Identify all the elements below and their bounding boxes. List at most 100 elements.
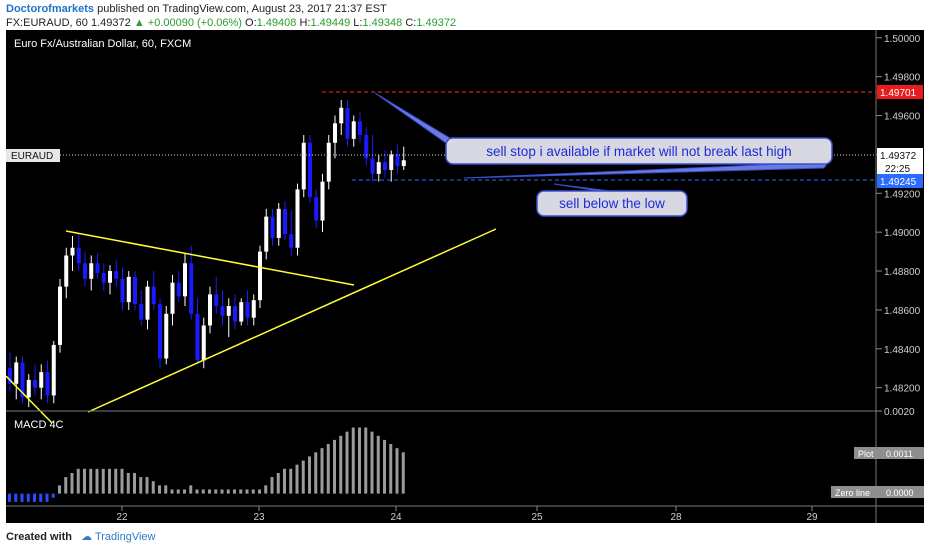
symbol-info: FX:EURAUD, 60 1.49372 ▲ +0.00090 (+0.06%… <box>6 17 456 29</box>
candle-body <box>314 197 319 221</box>
y-tick-label: 1.49000 <box>884 228 921 239</box>
macd-bar <box>376 435 380 494</box>
candle <box>389 150 394 182</box>
candle-body <box>208 294 212 326</box>
y-tick-label: 1.48800 <box>884 267 921 278</box>
footer: Created with ☁ TradingView <box>6 530 155 543</box>
macd-bar <box>70 472 74 494</box>
note-sell-below[interactable]: sell below the low <box>536 190 688 217</box>
high-value: 1.49449 <box>310 17 351 29</box>
y-tick-label: 1.48400 <box>884 345 921 356</box>
candle <box>208 286 212 334</box>
candle-body <box>308 142 312 198</box>
candle <box>308 134 312 204</box>
candle-body <box>70 247 75 256</box>
candle <box>245 290 250 326</box>
macd-bar <box>214 489 218 494</box>
candle-body <box>201 325 206 361</box>
descending-trendline[interactable] <box>6 375 53 424</box>
macd-bar <box>314 452 318 494</box>
macd-plot-label: Plot 0.0011 <box>854 447 924 459</box>
drawing-layer[interactable] <box>6 91 876 424</box>
macd-zero-text: Zero line <box>835 488 870 498</box>
price-change: +0.00090 (+0.06%) <box>147 17 242 29</box>
chart-canvas[interactable]: sell stop i available if market will not… <box>6 30 924 523</box>
candle <box>214 276 219 314</box>
tradingview-logo[interactable]: ☁ TradingView <box>81 531 156 543</box>
candle-body <box>276 208 281 238</box>
chart-frame[interactable]: sell stop i available if market will not… <box>6 30 924 523</box>
author-link[interactable]: Doctorofmarkets <box>6 3 95 15</box>
low-label: L: <box>353 17 363 29</box>
candle-body <box>239 302 244 322</box>
macd-bar <box>301 460 305 494</box>
note-sell-stop-text: sell stop i available if market will not… <box>486 144 791 159</box>
up-arrow-icon: ▲ <box>133 17 145 29</box>
candle <box>314 189 319 229</box>
candle <box>326 134 331 190</box>
x-tick-label: 22 <box>116 512 128 523</box>
candle-body <box>33 379 37 388</box>
close-value: 1.49372 <box>416 17 457 29</box>
candle-body <box>189 263 194 314</box>
candle <box>333 115 337 159</box>
candle-body <box>376 162 381 174</box>
candle-body <box>14 362 19 384</box>
created-with-text: Created with <box>6 531 73 543</box>
macd-bar <box>251 489 255 494</box>
candle-body <box>226 306 231 316</box>
macd-bar <box>289 468 293 494</box>
triangle-upper-trendline[interactable] <box>65 230 355 286</box>
candle-body <box>345 107 350 139</box>
candle-body <box>358 121 362 135</box>
candle <box>295 183 300 256</box>
candle-body <box>120 278 125 303</box>
macd-bar <box>33 493 36 502</box>
macd-bar <box>8 493 11 502</box>
macd-bar <box>20 493 24 502</box>
ascending-trendline[interactable] <box>87 228 497 413</box>
macd-bar <box>133 472 136 494</box>
macd-bar <box>164 485 168 494</box>
candle <box>339 99 344 135</box>
macd-bar <box>170 489 174 494</box>
note-sell-stop[interactable]: sell stop i available if market will not… <box>445 137 833 165</box>
candle <box>120 267 125 310</box>
candle-body <box>333 123 337 143</box>
symbol-tag: EURAUD <box>6 149 60 162</box>
candle <box>51 341 56 404</box>
macd-bar <box>39 493 43 502</box>
candle-body <box>370 158 375 174</box>
candle <box>76 234 81 272</box>
candle-body <box>395 154 400 167</box>
candle <box>395 144 400 174</box>
candle <box>176 271 181 303</box>
macd-bar <box>189 485 193 494</box>
candle-body <box>95 263 100 273</box>
macd-bar <box>58 485 61 494</box>
candle <box>164 306 169 365</box>
candle-body <box>251 300 256 318</box>
candle <box>58 278 62 353</box>
candle <box>20 356 25 404</box>
candle <box>108 265 112 295</box>
macd-bar <box>383 439 386 494</box>
candle-body <box>89 263 94 279</box>
x-tick-label: 24 <box>390 512 402 523</box>
candle-body <box>301 142 306 190</box>
candle <box>233 294 237 330</box>
candle-body <box>58 286 62 345</box>
macd-bar <box>51 493 55 498</box>
macd-bar <box>45 493 49 502</box>
time-axis[interactable]: 22 23 24 25 28 29 <box>116 506 818 523</box>
candles-layer <box>8 99 406 408</box>
macd-bar <box>151 481 155 494</box>
candle <box>364 127 369 167</box>
macd-bar <box>108 468 111 494</box>
candle-body <box>170 282 175 314</box>
candle-body <box>176 282 181 297</box>
candle-body <box>114 271 119 279</box>
candle <box>351 115 356 147</box>
candle <box>376 154 381 182</box>
macd-bar <box>145 477 149 494</box>
